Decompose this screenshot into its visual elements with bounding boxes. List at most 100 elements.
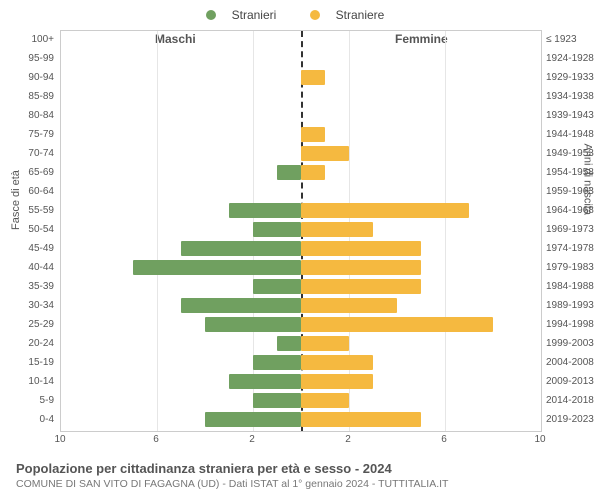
age-band-label: 15-19 [28,357,54,368]
birth-year-label: 1954-1958 [546,167,594,178]
data-row [61,222,541,241]
bar-male [277,165,301,180]
birth-year-label: 1964-1968 [546,205,594,216]
legend-female: Straniere [310,8,395,22]
bar-female [301,241,421,256]
x-tick-label: 2 [249,434,255,445]
bar-male [133,260,301,275]
birth-year-label: 1929-1933 [546,72,594,83]
data-row [61,127,541,146]
data-row [61,51,541,70]
age-band-label: 45-49 [28,243,54,254]
bar-female [301,203,469,218]
age-band-label: 75-79 [28,129,54,140]
birth-year-label: 1944-1948 [546,129,594,140]
legend-male: Stranieri [206,8,287,22]
data-row [61,317,541,336]
data-row [61,203,541,222]
bar-male [253,222,301,237]
data-row [61,298,541,317]
x-tick-label: 10 [54,434,65,445]
data-row [61,374,541,393]
bar-female [301,374,373,389]
y-axis-left-title: Fasce di età [10,170,22,230]
data-row [61,336,541,355]
bar-female [301,70,325,85]
age-band-label: 100+ [31,34,54,45]
birth-year-label: 1989-1993 [546,300,594,311]
age-band-label: 40-44 [28,262,54,273]
bar-female [301,146,349,161]
chart-footer: Popolazione per cittadinanza straniera p… [16,461,448,490]
bar-female [301,165,325,180]
birth-year-label: 1999-2003 [546,338,594,349]
birth-year-label: 1939-1943 [546,110,594,121]
population-pyramid-chart: Stranieri Straniere Maschi Femmine Fasce… [0,0,600,500]
data-row [61,355,541,374]
x-tick-label: 6 [153,434,159,445]
legend: Stranieri Straniere [0,0,600,23]
birth-year-label: 1934-1938 [546,91,594,102]
birth-year-label: ≤ 1923 [546,34,577,45]
age-band-label: 5-9 [40,395,54,406]
age-band-label: 25-29 [28,319,54,330]
bar-female [301,260,421,275]
age-band-label: 60-64 [28,186,54,197]
bar-male [229,203,301,218]
bar-female [301,336,349,351]
bar-male [205,317,301,332]
birth-year-label: 2019-2023 [546,414,594,425]
age-band-label: 95-99 [28,53,54,64]
data-row [61,393,541,412]
legend-female-label: Straniere [336,8,385,22]
bar-male [253,393,301,408]
age-band-label: 50-54 [28,224,54,235]
birth-year-label: 2004-2008 [546,357,594,368]
bar-female [301,222,373,237]
age-band-label: 20-24 [28,338,54,349]
x-tick-label: 6 [441,434,447,445]
bar-female [301,127,325,142]
age-band-label: 30-34 [28,300,54,311]
bar-male [181,298,301,313]
bar-male [181,241,301,256]
bar-female [301,412,421,427]
age-band-label: 35-39 [28,281,54,292]
age-band-label: 10-14 [28,376,54,387]
bar-female [301,317,493,332]
plot-area [60,30,542,432]
data-row [61,412,541,431]
birth-year-label: 1924-1928 [546,53,594,64]
age-band-label: 55-59 [28,205,54,216]
birth-year-label: 1974-1978 [546,243,594,254]
chart-title: Popolazione per cittadinanza straniera p… [16,461,448,476]
birth-year-label: 1959-1963 [546,186,594,197]
age-band-label: 65-69 [28,167,54,178]
bar-male [205,412,301,427]
age-band-label: 80-84 [28,110,54,121]
birth-year-label: 1984-1988 [546,281,594,292]
bar-male [277,336,301,351]
bar-female [301,393,349,408]
birth-year-label: 2009-2013 [546,376,594,387]
bar-male [253,279,301,294]
age-band-label: 0-4 [40,414,54,425]
chart-subtitle: COMUNE DI SAN VITO DI FAGAGNA (UD) - Dat… [16,478,448,490]
data-row [61,108,541,127]
bar-male [229,374,301,389]
age-band-label: 85-89 [28,91,54,102]
x-tick-label: 10 [534,434,545,445]
data-row [61,241,541,260]
birth-year-label: 1979-1983 [546,262,594,273]
bar-female [301,279,421,294]
data-row [61,279,541,298]
bar-male [253,355,301,370]
data-row [61,260,541,279]
age-band-label: 70-74 [28,148,54,159]
birth-year-label: 2014-2018 [546,395,594,406]
birth-year-label: 1969-1973 [546,224,594,235]
birth-year-label: 1994-1998 [546,319,594,330]
data-row [61,70,541,89]
data-row [61,165,541,184]
bar-female [301,298,397,313]
